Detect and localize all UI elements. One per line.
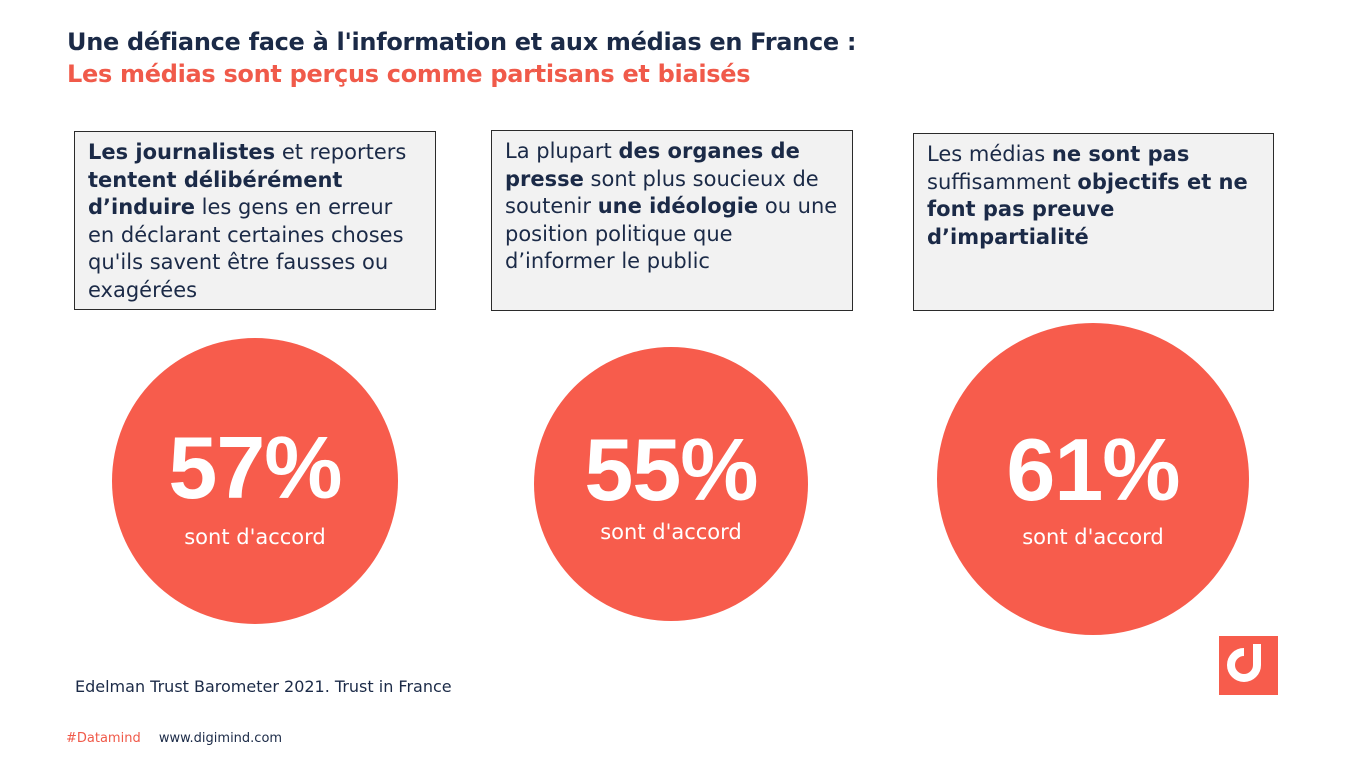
statement-text-segment: La plupart <box>505 139 619 163</box>
statement-text-segment: objectifs et ne font pas preuve d’impart… <box>927 169 1248 249</box>
statement-text-segment: les gens en erreur en déclarant certaine… <box>88 195 404 302</box>
statement-text-segment: ou une position politique que d’informer… <box>505 194 838 273</box>
title-line-1: Une défiance face à l'information et aux… <box>67 28 857 56</box>
stat-label-1: sont d'accord <box>184 525 326 549</box>
stat-circle-1: 57% sont d'accord <box>112 338 398 624</box>
statement-card-1: Les journalistes et reporters tentent dé… <box>74 131 436 310</box>
stat-label-3: sont d'accord <box>1022 525 1164 549</box>
source-citation: Edelman Trust Barometer 2021. Trust in F… <box>75 677 452 696</box>
stat-value-3: 61% <box>1006 420 1180 519</box>
statement-text-segment: suffisamment <box>927 169 1078 194</box>
statement-text-segment: Les médias <box>927 142 1052 166</box>
statement-text-segment: ne sont pas <box>1051 142 1190 166</box>
stat-circle-3: 61% sont d'accord <box>937 323 1249 635</box>
title-line-2: Les médias sont perçus comme partisans e… <box>67 60 751 88</box>
stat-circle-2: 55% sont d'accord <box>534 347 808 621</box>
statement-text-segment: une idéologie <box>597 194 759 218</box>
statement-card-2: La plupart des organes de presse sont pl… <box>491 130 853 311</box>
stat-value-2: 55% <box>584 420 758 519</box>
stat-value-1: 57% <box>168 418 342 517</box>
statement-text-segment: des organes de presse <box>505 139 800 191</box>
statement-text-segment: tentent délibérément d’induire <box>88 167 343 220</box>
statement-text-segment: sont plus soucieux de soutenir <box>505 166 819 219</box>
footer: #Datamind www.digimind.com <box>66 731 282 746</box>
statement-text-segment: et reporters <box>275 140 407 164</box>
page-title: Une défiance face à l'information et aux… <box>67 26 857 90</box>
statement-text-segment: Les journalistes <box>88 140 276 164</box>
stat-label-2: sont d'accord <box>600 520 742 544</box>
footer-url[interactable]: www.digimind.com <box>158 731 283 746</box>
digimind-logo-icon <box>1219 636 1278 695</box>
statement-card-3: Les médias ne sont pas suffisamment obje… <box>913 133 1274 311</box>
footer-hashtag: #Datamind <box>66 731 141 746</box>
